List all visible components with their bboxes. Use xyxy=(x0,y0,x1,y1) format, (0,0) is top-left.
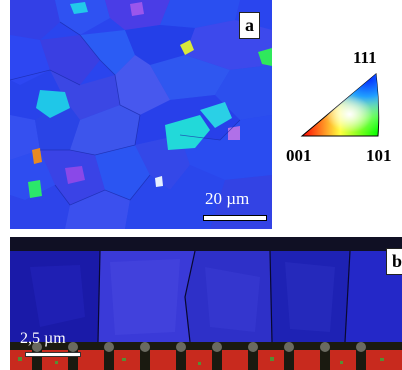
panel-b-label: b xyxy=(386,248,402,275)
ipf-label-111: 111 xyxy=(353,48,377,67)
ipf-label-001: 001 xyxy=(286,146,312,165)
panel-a-label: a xyxy=(239,12,260,39)
ipf-color-key xyxy=(300,73,380,137)
scale-bar-a xyxy=(203,215,267,221)
cross-section-map-b xyxy=(10,237,402,370)
scale-bar-a-label: 20 µm xyxy=(205,189,250,208)
ipf-label-101: 101 xyxy=(366,146,392,165)
ebsd-map-b xyxy=(10,237,402,370)
scale-bar-b xyxy=(25,352,81,357)
scale-bar-b-label: 2,5 µm xyxy=(20,330,66,347)
grain-map-a xyxy=(10,0,272,229)
ebsd-map-a xyxy=(10,0,272,229)
